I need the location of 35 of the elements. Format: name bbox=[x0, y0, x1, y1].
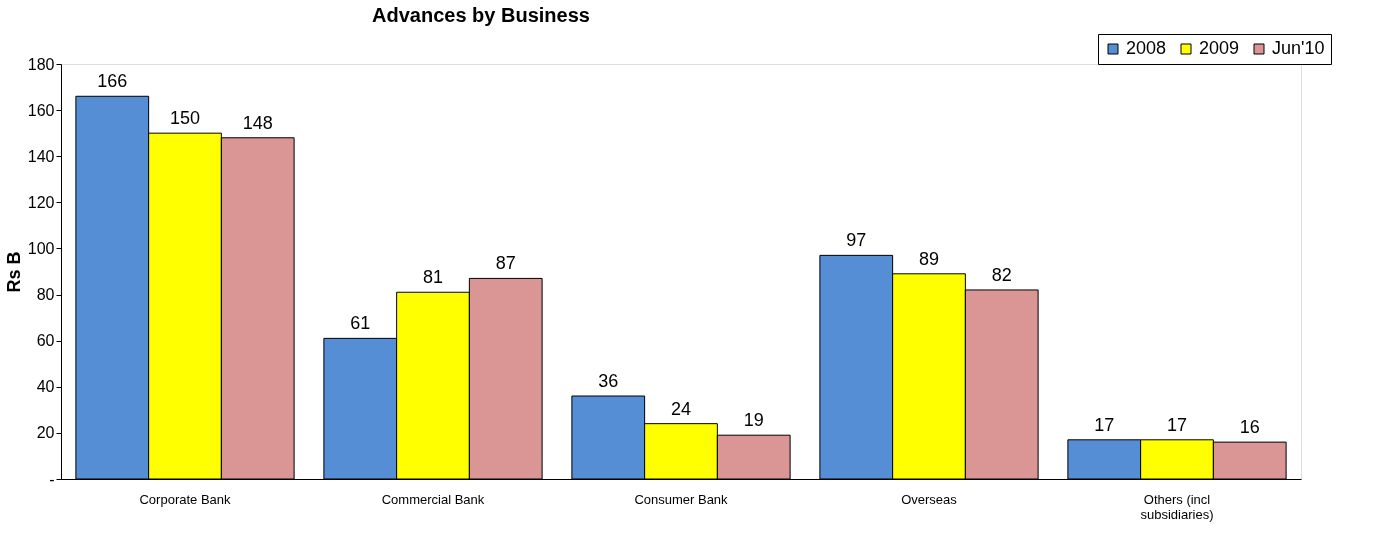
data-label: 82 bbox=[991, 264, 1012, 285]
x-tick-label: Consumer Bank bbox=[634, 491, 729, 507]
data-label: 81 bbox=[422, 267, 444, 288]
data-label: 89 bbox=[918, 248, 940, 269]
data-label: 148 bbox=[242, 112, 273, 133]
y-tick-label: 80 bbox=[36, 286, 55, 304]
data-label: 166 bbox=[97, 71, 128, 92]
y-tick-label: 60 bbox=[36, 332, 55, 350]
y-tick-label: 100 bbox=[27, 239, 55, 257]
y-tick-label: - bbox=[49, 470, 55, 488]
data-label: 17 bbox=[1166, 414, 1188, 435]
legend-label: Jun'10 bbox=[1272, 38, 1325, 58]
data-label: 24 bbox=[670, 398, 692, 419]
data-label: 17 bbox=[1094, 414, 1115, 435]
y-tick-label: 160 bbox=[27, 101, 55, 119]
data-label: 16 bbox=[1239, 417, 1260, 438]
data-label: 97 bbox=[846, 230, 867, 251]
data-label: 61 bbox=[350, 313, 371, 334]
data-label: 19 bbox=[743, 410, 764, 431]
x-tick-label: Others (incl subsidiaries) bbox=[1140, 491, 1214, 522]
y-tick-label: 180 bbox=[27, 55, 55, 73]
legend-label: 2009 bbox=[1199, 38, 1240, 58]
y-tick-label: 40 bbox=[36, 378, 55, 396]
y-tick-label: 140 bbox=[27, 147, 55, 165]
data-label: 36 bbox=[598, 371, 619, 391]
chart-title: Advances by Business bbox=[372, 3, 590, 26]
x-tick-label: Commercial Bank bbox=[381, 491, 485, 507]
legend-label: 2008 bbox=[1126, 38, 1167, 58]
x-tick-label: Overseas bbox=[901, 491, 958, 507]
data-label: 87 bbox=[495, 253, 516, 274]
x-tick-label: Corporate Bank bbox=[139, 491, 232, 507]
y-axis-title: Rs B bbox=[3, 251, 24, 293]
y-tick-label: 120 bbox=[27, 193, 55, 211]
data-label: 150 bbox=[169, 108, 201, 129]
y-tick-label: 20 bbox=[36, 424, 55, 442]
